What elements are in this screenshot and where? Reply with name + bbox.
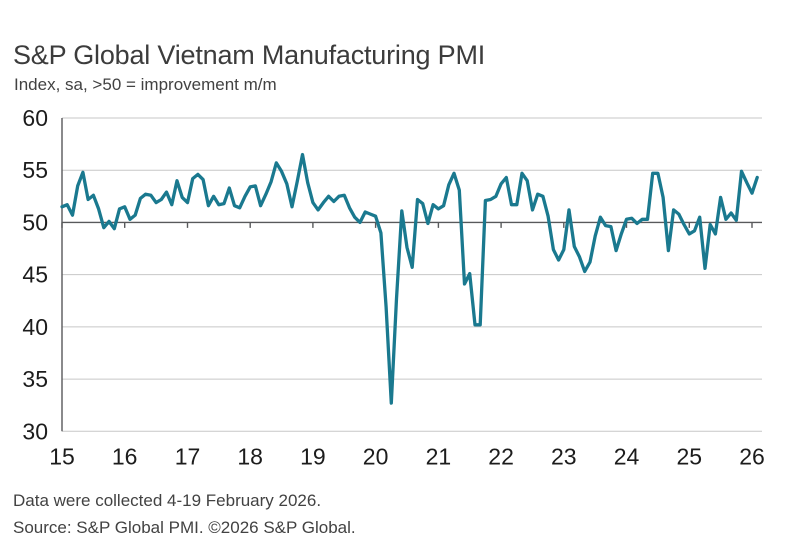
x-tick-label: 26	[739, 444, 765, 470]
y-tick-label: 55	[22, 157, 48, 183]
axes	[61, 118, 762, 432]
year-ticks	[61, 222, 753, 228]
x-tick-label: 22	[488, 444, 514, 470]
chart-title: S&P Global Vietnam Manufacturing PMI	[13, 40, 486, 70]
pmi-series-line	[60, 152, 759, 405]
y-tick-label: 60	[22, 105, 48, 131]
x-tick-label: 15	[49, 444, 75, 470]
x-tick-label: 19	[300, 444, 326, 470]
x-tick-label: 17	[175, 444, 201, 470]
y-tick-label: 50	[22, 209, 48, 235]
source-note: Source: S&P Global PMI. ©2026 S&P Global…	[13, 518, 356, 537]
x-tick-label: 21	[426, 444, 452, 470]
chart-subtitle: Index, sa, >50 = improvement m/m	[14, 75, 277, 94]
x-tick-label: 24	[614, 444, 640, 470]
y-tick-label: 40	[22, 314, 48, 340]
gridlines	[62, 117, 762, 432]
x-tick-label: 16	[112, 444, 138, 470]
y-axis-labels: 60 55 50 45 40 35 30	[22, 105, 48, 444]
x-tick-label: 25	[677, 444, 703, 470]
collection-note: Data were collected 4-19 February 2026.	[13, 491, 322, 510]
x-tick-label: 18	[237, 444, 263, 470]
x-tick-label: 23	[551, 444, 577, 470]
y-tick-label: 30	[22, 418, 48, 444]
y-tick-label: 35	[22, 366, 48, 392]
y-tick-label: 45	[22, 262, 48, 288]
footnote: Data were collected 4-19 February 2026. …	[13, 487, 356, 541]
x-tick-label: 20	[363, 444, 389, 470]
x-axis-labels: 15 16 17 18 19 20 21 22 23 24 25 26	[49, 444, 765, 470]
